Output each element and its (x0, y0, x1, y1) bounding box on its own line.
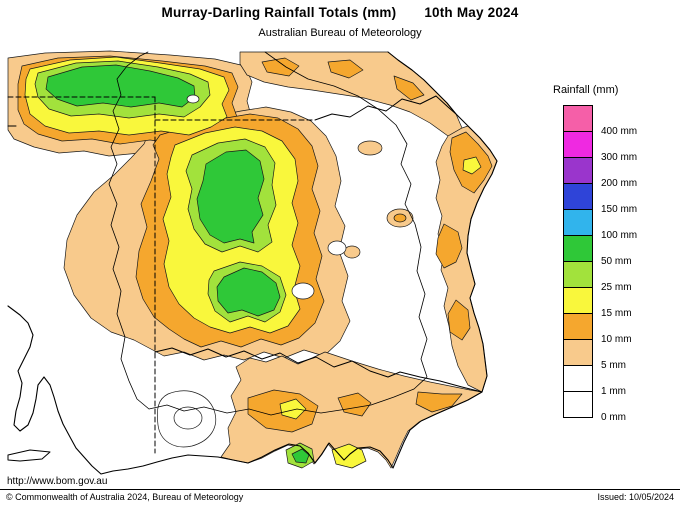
legend-item: 200 mm (551, 157, 675, 189)
basin-boundary (108, 51, 428, 416)
legend-label: 5 mm (601, 360, 626, 371)
legend-label: 300 mm (601, 152, 638, 163)
legend-item: 5 mm (551, 339, 675, 371)
legend-label: 25 mm (601, 282, 632, 293)
header: Murray-Darling Rainfall Totals (mm) 10th … (0, 5, 680, 39)
coastline (7, 51, 498, 475)
legend-label: 400 mm (601, 126, 638, 137)
legend-label: 15 mm (601, 308, 632, 319)
rain-region-10mm (393, 75, 425, 101)
map-lines (7, 51, 498, 475)
rain-region-50mm (216, 267, 281, 317)
rain-region-15mm (462, 156, 482, 175)
legend-label: 50 mm (601, 256, 632, 267)
dry-hole (186, 94, 200, 104)
legend-item: 300 mm (551, 131, 675, 163)
copyright-text: © Commonwealth of Australia 2024, Bureau… (6, 492, 244, 502)
legend-label: 1 mm (601, 386, 626, 397)
rain-region-10mm (393, 213, 407, 223)
state-border-qld-nsw-east (314, 95, 457, 121)
legend: Rainfall (mm) 400 mm 300 mm 200 mm 150 m… (551, 84, 675, 423)
legend-swatch (563, 365, 593, 392)
map-subtitle: Australian Bureau of Meteorology (258, 27, 422, 39)
legend-swatch (563, 287, 593, 314)
legend-item: 0 mm (551, 391, 675, 423)
dry-hole (291, 282, 315, 300)
rain-region-5mm (343, 245, 361, 259)
rain-region-10mm (435, 223, 463, 269)
legend-item: 10 mm (551, 313, 675, 345)
rain-region-15mm (279, 398, 307, 420)
legend-swatch (563, 339, 593, 366)
legend-swatch (563, 157, 593, 184)
map-date: 10th May 2024 (424, 5, 519, 20)
rain-region-15mm (331, 443, 367, 469)
legend-swatch (563, 235, 593, 262)
one-mm-contours (156, 390, 216, 448)
legend-label: 10 mm (601, 334, 632, 345)
legend-swatch (563, 131, 593, 158)
contour-line (156, 390, 216, 448)
legend-label: 0 mm (601, 412, 626, 423)
legend-swatch (563, 209, 593, 236)
legend-item: 15 mm (551, 287, 675, 319)
kangaroo-island (7, 449, 51, 462)
rain-region-5mm (357, 140, 383, 156)
footer-divider (0, 489, 680, 490)
legend-item: 100 mm (551, 209, 675, 241)
legend-swatch (563, 261, 593, 288)
issued-date: Issued: 10/05/2024 (597, 492, 674, 502)
legend-swatch (563, 391, 593, 418)
legend-swatch (563, 105, 593, 132)
legend-swatch (563, 313, 593, 340)
title-line: Murray-Darling Rainfall Totals (mm) 10th … (0, 5, 680, 20)
rain-region-10mm (327, 59, 364, 79)
legend-swatch (563, 183, 593, 210)
legend-item: 150 mm (551, 183, 675, 215)
dry-hole (327, 240, 347, 256)
rain-region-50mm (291, 448, 310, 464)
map-title: Murray-Darling Rainfall Totals (mm) (161, 5, 397, 20)
legend-item: 25 mm (551, 261, 675, 293)
legend-label: 150 mm (601, 204, 638, 215)
legend-title: Rainfall (mm) (553, 84, 619, 96)
dry-holes (186, 94, 347, 300)
rain-region-10mm (415, 391, 463, 413)
legend-item: 1 mm (551, 365, 675, 397)
legend-item: 400 mm (551, 105, 675, 137)
bom-url: http://www.bom.gov.au (7, 476, 108, 487)
state-border-nsw-vic (154, 347, 483, 393)
legend-item: 50 mm (551, 235, 675, 267)
rain-region-10mm (447, 299, 471, 341)
legend-label: 100 mm (601, 230, 638, 241)
contour-line (173, 406, 203, 430)
legend-stack: 400 mm 300 mm 200 mm 150 mm 100 mm 50 mm… (551, 105, 675, 423)
rain-region-50mm (196, 149, 265, 244)
legend-label: 200 mm (601, 178, 638, 189)
